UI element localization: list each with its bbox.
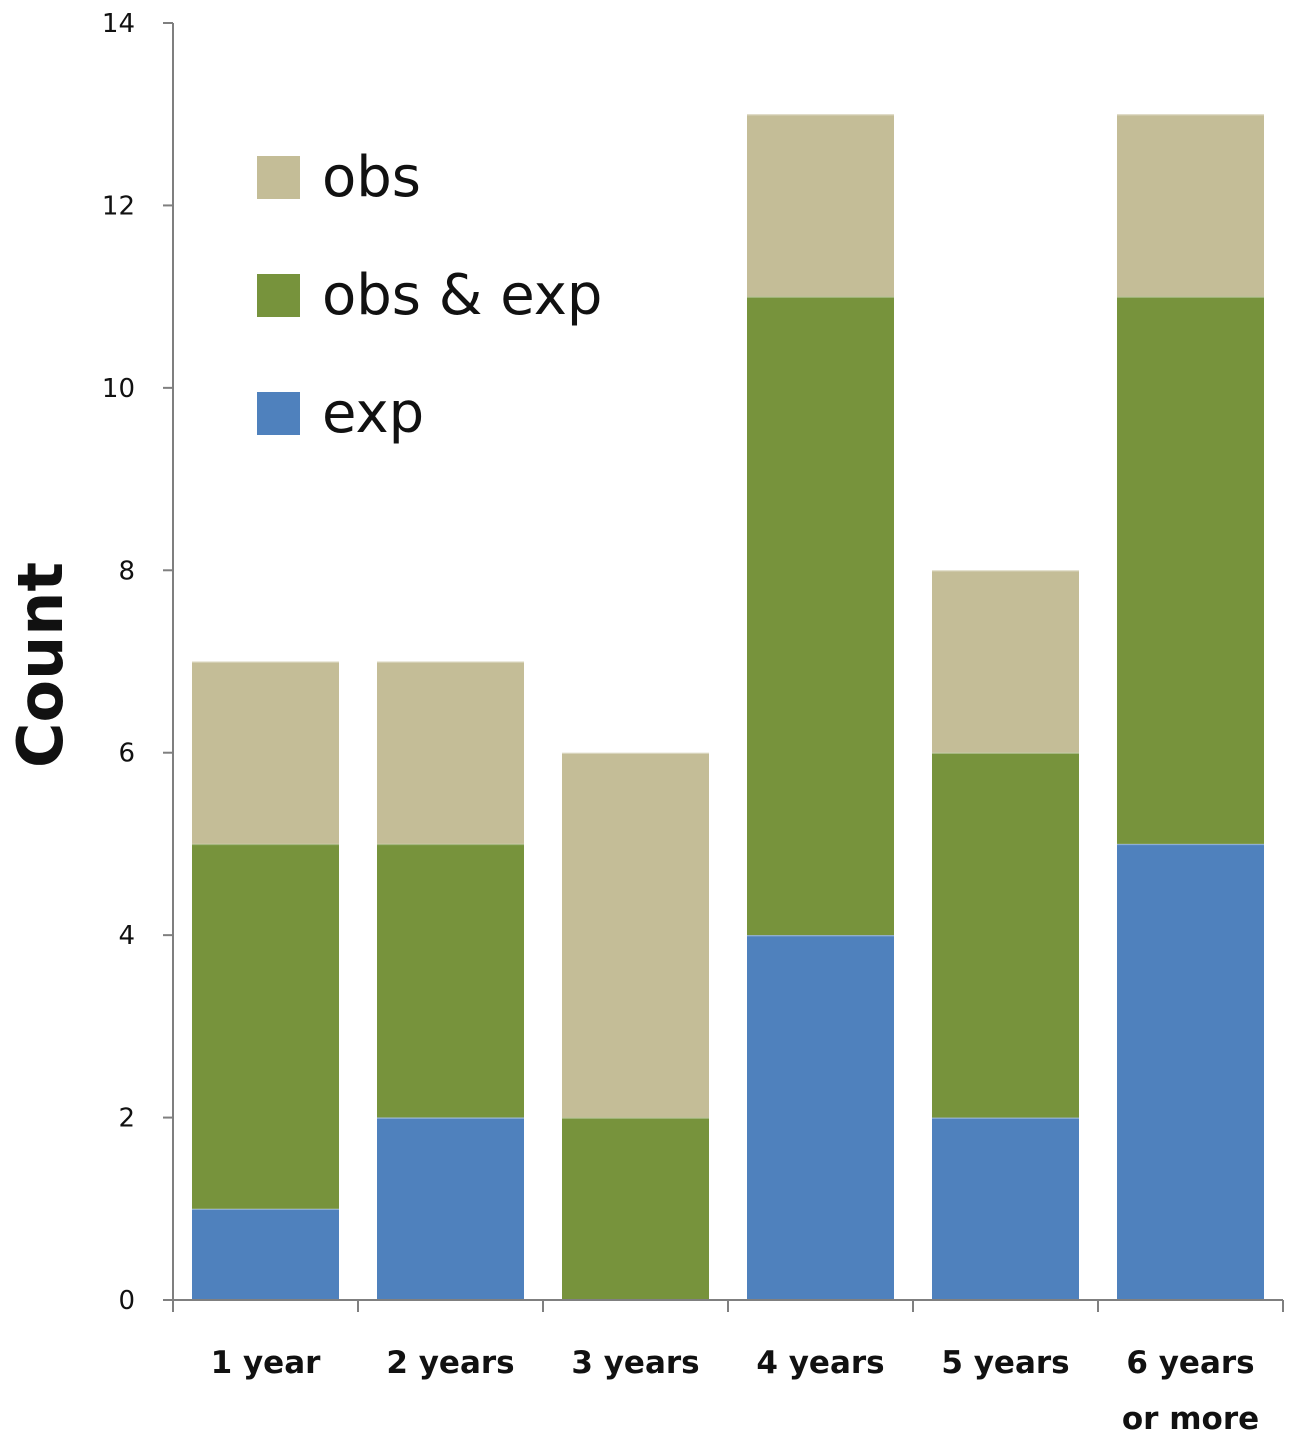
bar-segment-exp-6 [1117, 843, 1264, 1300]
x-category-label-line: 6 years [1126, 1345, 1254, 1381]
x-category-label-6: 6 years or more [1122, 1345, 1259, 1437]
bar-segment-obs-4 [747, 114, 894, 297]
y-tick-label-14: 14 [102, 9, 135, 39]
bar-segment-obs-and-exp-2 [377, 843, 524, 1118]
bar-segment-exp-4 [747, 935, 894, 1300]
x-category-label-line: 1 year [211, 1345, 322, 1381]
y-tick-label-4: 4 [118, 921, 135, 951]
bar-segment-obs-6 [1117, 114, 1264, 297]
legend-label-obs-and-exp: obs & exp [322, 263, 602, 328]
bar-segment-obs-2 [377, 661, 524, 844]
x-category-label-3: 3 years [571, 1345, 699, 1381]
bar-segment-obs-1 [192, 661, 339, 844]
y-tick-label-2: 2 [118, 1104, 135, 1134]
x-category-label-line: 3 years [571, 1345, 699, 1381]
y-tick-label-8: 8 [118, 556, 135, 586]
bars-layer [192, 113, 1264, 1300]
labels-layer: 0 2 4 6 8 10 12 14 1 year 2 years 3 years 4 years 5 … [4, 9, 1259, 1437]
legend: obs obs & exp exp [257, 145, 602, 446]
y-tick-label-0: 0 [118, 1286, 135, 1316]
x-category-label-2: 2 years [386, 1345, 514, 1381]
axes-layer [163, 22, 1284, 1312]
x-category-label-line: or more [1122, 1401, 1259, 1437]
bar-segment-exp-2 [377, 1117, 524, 1300]
legend-label-exp: exp [322, 381, 424, 446]
y-tick-label-6: 6 [118, 739, 135, 769]
bar-segment-obs-and-exp-4 [747, 296, 894, 936]
x-category-label-line: 5 years [941, 1345, 1069, 1381]
legend-swatch-obs [257, 156, 300, 199]
bar-segment-obs-and-exp-5 [932, 752, 1079, 1118]
legend-swatch-obs-and-exp [257, 274, 300, 317]
y-tick-label-10: 10 [102, 374, 135, 404]
y-tick-label-12: 12 [102, 191, 135, 221]
bar-segment-exp-1 [192, 1208, 339, 1300]
y-axis-title: Count [4, 562, 77, 768]
bar-segment-exp-5 [932, 1117, 1079, 1300]
legend-swatch-exp [257, 392, 300, 435]
x-category-label-5: 5 years [941, 1345, 1069, 1381]
x-category-label-1: 1 year [211, 1345, 322, 1381]
x-category-label-line: 4 years [756, 1345, 884, 1381]
bar-segment-obs-3 [562, 752, 709, 1118]
bar-segment-obs-and-exp-6 [1117, 296, 1264, 844]
bar-segment-obs-5 [932, 570, 1079, 753]
x-category-label-line: 2 years [386, 1345, 514, 1381]
x-category-label-4: 4 years [756, 1345, 884, 1381]
legend-label-obs: obs [322, 145, 421, 210]
bar-segment-obs-and-exp-1 [192, 843, 339, 1209]
bar-segment-obs-and-exp-3 [562, 1117, 709, 1300]
